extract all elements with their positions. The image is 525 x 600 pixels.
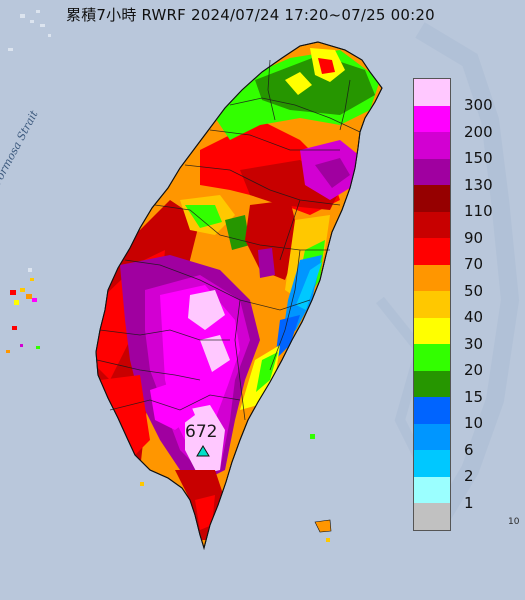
legend-swatch (414, 264, 450, 291)
color-legend (413, 78, 451, 531)
legend-swatch (414, 238, 450, 265)
legend-swatch (414, 291, 450, 318)
legend-swatch (414, 503, 450, 530)
legend-label: 2 (464, 467, 474, 486)
legend-label: 300 (464, 96, 493, 115)
legend-swatch (414, 317, 450, 344)
legend-swatch (414, 158, 450, 185)
legend-label: 10 (464, 414, 484, 433)
county-borders (96, 59, 361, 421)
legend-label: 30 (464, 334, 484, 353)
offshore-echoes (6, 278, 332, 542)
legend-swatch (414, 105, 450, 132)
edge-text: 10 (508, 517, 520, 527)
legend-label: 130 (464, 175, 493, 194)
legend-swatch (414, 423, 450, 450)
legend-swatch (414, 79, 450, 106)
legend-label: 6 (464, 440, 474, 459)
legend-swatch (414, 476, 450, 503)
legend-label: 15 (464, 387, 484, 406)
legend-label: 200 (464, 122, 493, 141)
legend-swatch (414, 211, 450, 238)
legend-swatch (414, 185, 450, 212)
legend-label: 150 (464, 149, 493, 168)
legend-swatch (414, 397, 450, 424)
legend-swatch (414, 450, 450, 477)
legend-label: 70 (464, 255, 484, 274)
max-value-label: 672 (185, 422, 218, 442)
legend-swatch (414, 132, 450, 159)
legend-label: 110 (464, 202, 493, 221)
legend-swatch (414, 344, 450, 371)
rainfall-field (96, 48, 380, 540)
cloud-specks (8, 10, 51, 272)
legend-label: 1 (464, 493, 474, 512)
legend-label: 90 (464, 228, 484, 247)
map-title: 累積7小時 RWRF 2024/07/24 17:20~07/25 00:20 (66, 6, 435, 24)
triangle-marker-icon (196, 445, 210, 457)
legend-label: 20 (464, 361, 484, 380)
legend-label: 40 (464, 308, 484, 327)
legend-swatch (414, 370, 450, 397)
legend-label: 50 (464, 281, 484, 300)
